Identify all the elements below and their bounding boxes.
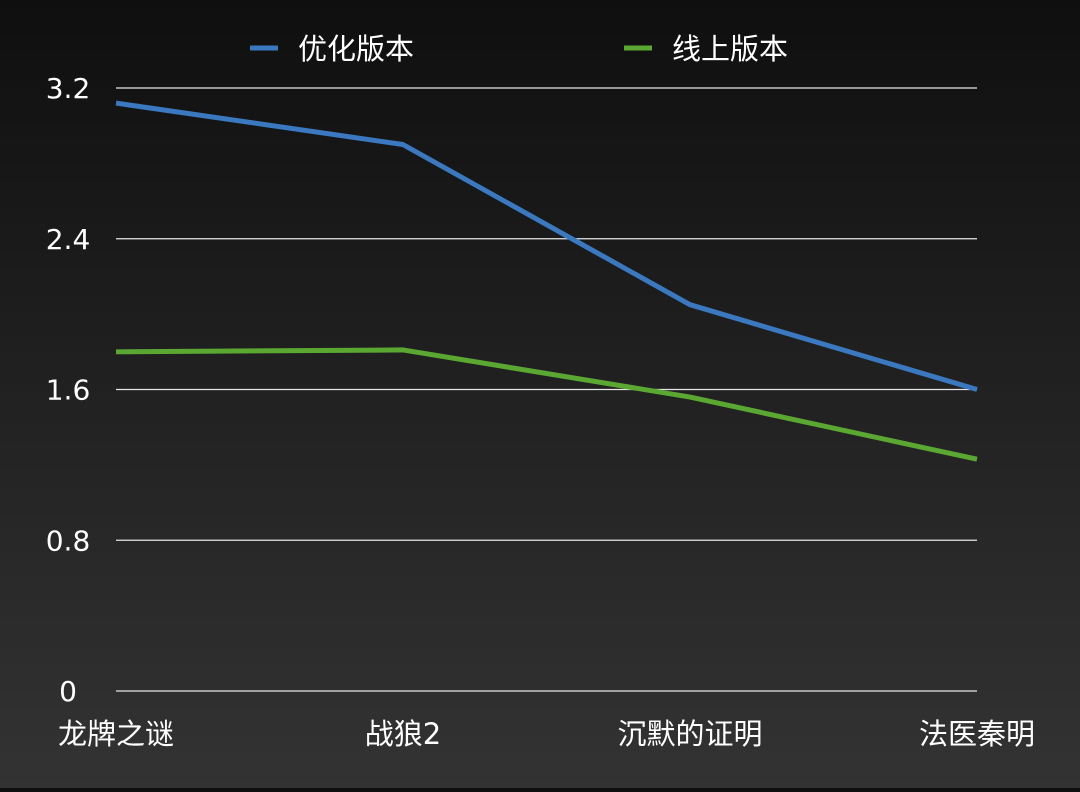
y-tick-label: 2.4: [46, 223, 91, 256]
series-line-0: [116, 103, 977, 389]
series-layer: [116, 103, 977, 459]
x-category-label: 沉默的证明: [617, 717, 762, 751]
y-tick-label: 0: [59, 675, 77, 708]
y-tick-label: 1.6: [46, 374, 91, 407]
x-axis-categories: 龙牌之谜 战狼2 沉默的证明 法医秦明: [58, 717, 1035, 751]
legend-label-0: 优化版本: [298, 32, 414, 66]
y-axis-ticks: 0 0.8 1.6 2.4 3.2: [46, 72, 91, 708]
y-tick-label: 3.2: [46, 72, 91, 105]
x-category-label: 龙牌之谜: [58, 717, 174, 751]
x-category-label: 法医秦明: [919, 717, 1035, 751]
x-category-label: 战狼2: [365, 717, 441, 751]
y-tick-label: 0.8: [46, 524, 91, 557]
legend: 优化版本 线上版本: [250, 32, 788, 66]
series-line-1: [116, 350, 977, 459]
grid-layer: [116, 88, 977, 691]
legend-label-1: 线上版本: [672, 32, 788, 66]
